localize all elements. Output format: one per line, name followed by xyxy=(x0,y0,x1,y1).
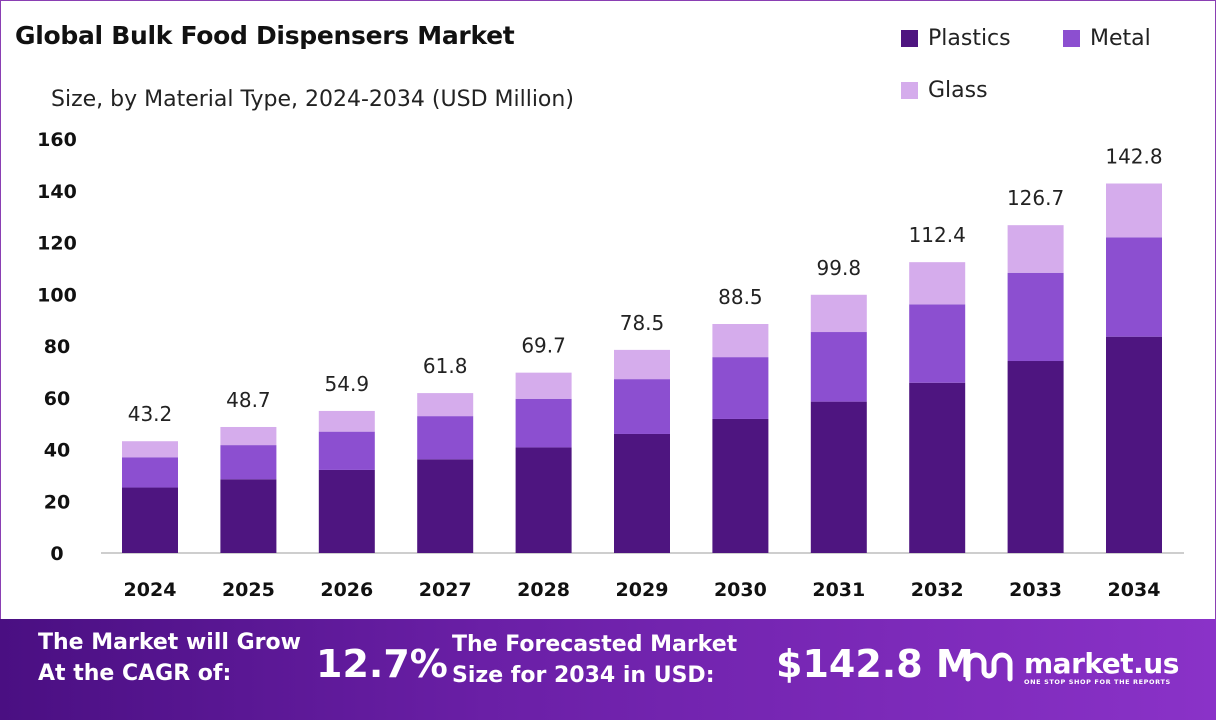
bar-plastics-2029 xyxy=(614,433,670,553)
chart-plot: 0 20 40 60 80 100 120 140 160 43.2 2024 48.7 2025 54.… xyxy=(37,129,1184,601)
legend: Plastics Metal Glass xyxy=(901,26,1201,116)
forecast-value: $142.8 M xyxy=(776,642,974,686)
chart-title: Global Bulk Food Dispensers Market xyxy=(15,21,515,50)
x-tick-label-2025: 2025 xyxy=(222,579,275,601)
data-label-2028: 69.7 xyxy=(521,334,566,358)
bar-metal-2028 xyxy=(515,398,572,448)
footer-banner: The Market will Grow At the CAGR of: 12.… xyxy=(0,619,1216,720)
data-label-2026: 54.9 xyxy=(325,372,370,396)
x-tick-label-2034: 2034 xyxy=(1108,579,1161,601)
data-label-2034: 142.8 xyxy=(1105,145,1162,169)
forecast-caption-line1: The Forecasted Market xyxy=(452,632,738,657)
cagr-caption-line2: At the CAGR of: xyxy=(38,661,232,686)
market-us-logo-icon xyxy=(965,652,1013,682)
y-tick-label: 60 xyxy=(44,388,70,410)
y-tick-label: 100 xyxy=(37,284,77,306)
bar-plastics-2031 xyxy=(810,401,867,553)
bar-metal-2032 xyxy=(909,304,966,383)
bar-glass-2030 xyxy=(712,324,769,358)
cagr-value: 12.7% xyxy=(316,642,448,686)
bar-plastics-2033 xyxy=(1007,361,1064,553)
bar-metal-2033 xyxy=(1007,272,1064,362)
forecast-caption-line2: Size for 2034 in USD: xyxy=(452,663,715,688)
bar-glass-2028 xyxy=(515,372,572,399)
legend-swatch-glass xyxy=(901,82,918,99)
chart-subtitle: Size, by Material Type, 2024-2034 (USD M… xyxy=(51,87,574,112)
legend-item-glass: Glass xyxy=(901,78,988,103)
data-label-2024: 43.2 xyxy=(128,402,173,426)
legend-label-glass: Glass xyxy=(928,78,988,103)
bar-glass-2029 xyxy=(614,349,670,380)
legend-item-plastics: Plastics xyxy=(901,26,1011,51)
y-tick-label: 120 xyxy=(37,233,77,255)
brand-name: market.us xyxy=(1024,647,1179,680)
data-label-2031: 99.8 xyxy=(817,256,862,280)
y-tick-label: 0 xyxy=(50,543,63,565)
forecast-caption: The Forecasted Market Size for 2034 in U… xyxy=(452,629,737,691)
y-tick-label: 40 xyxy=(44,440,70,462)
bar-glass-2031 xyxy=(810,294,867,333)
legend-label-plastics: Plastics xyxy=(928,26,1011,51)
bar-plastics-2028 xyxy=(515,447,572,553)
x-tick-label-2031: 2031 xyxy=(812,579,865,601)
bar-glass-2033 xyxy=(1007,225,1064,273)
data-label-2032: 112.4 xyxy=(909,223,966,247)
cagr-caption-line1: The Market will Grow xyxy=(38,630,301,655)
bar-glass-2032 xyxy=(909,262,966,305)
bar-glass-2024 xyxy=(122,441,178,458)
bar-glass-2026 xyxy=(318,410,375,432)
bar-glass-2034 xyxy=(1106,183,1162,238)
bar-plastics-2024 xyxy=(122,487,178,553)
brand: market.us ONE STOP SHOP FOR THE REPORTS xyxy=(1024,647,1179,686)
bar-plastics-2026 xyxy=(318,469,375,553)
bar-glass-2027 xyxy=(417,393,474,417)
bar-metal-2026 xyxy=(318,431,375,470)
y-tick-label: 80 xyxy=(44,336,70,358)
bar-metal-2030 xyxy=(712,357,769,419)
x-tick-label-2033: 2033 xyxy=(1009,579,1062,601)
bar-plastics-2032 xyxy=(909,382,966,553)
brand-tagline: ONE STOP SHOP FOR THE REPORTS xyxy=(1024,678,1171,686)
bar-plastics-2034 xyxy=(1106,336,1162,553)
bar-glass-2025 xyxy=(220,426,277,446)
x-tick-label-2029: 2029 xyxy=(616,579,669,601)
bar-metal-2025 xyxy=(220,445,277,480)
cagr-caption: The Market will Grow At the CAGR of: xyxy=(38,627,301,689)
legend-swatch-plastics xyxy=(901,30,918,47)
bar-metal-2029 xyxy=(614,379,670,434)
y-tick-label: 140 xyxy=(37,181,77,203)
bar-metal-2024 xyxy=(122,457,178,488)
data-label-2033: 126.7 xyxy=(1007,186,1064,210)
x-tick-label-2030: 2030 xyxy=(714,579,767,601)
bar-plastics-2030 xyxy=(712,418,769,553)
legend-label-metal: Metal xyxy=(1090,26,1151,51)
x-tick-label-2027: 2027 xyxy=(419,579,472,601)
x-tick-label-2024: 2024 xyxy=(124,579,177,601)
x-tick-label-2028: 2028 xyxy=(517,579,570,601)
x-tick-label-2032: 2032 xyxy=(911,579,964,601)
legend-item-metal: Metal xyxy=(1063,26,1151,51)
bar-metal-2027 xyxy=(417,416,474,460)
data-label-2027: 61.8 xyxy=(423,354,468,378)
data-label-2029: 78.5 xyxy=(620,311,665,335)
bar-plastics-2025 xyxy=(220,479,277,553)
x-tick-label-2026: 2026 xyxy=(320,579,373,601)
data-label-2025: 48.7 xyxy=(226,388,271,412)
data-label-2030: 88.5 xyxy=(718,285,763,309)
bar-metal-2031 xyxy=(810,332,867,402)
bar-plastics-2027 xyxy=(417,459,474,553)
y-tick-label: 160 xyxy=(37,129,77,151)
y-tick-label: 20 xyxy=(44,491,70,513)
legend-swatch-metal xyxy=(1063,30,1080,47)
bar-metal-2034 xyxy=(1106,237,1162,337)
